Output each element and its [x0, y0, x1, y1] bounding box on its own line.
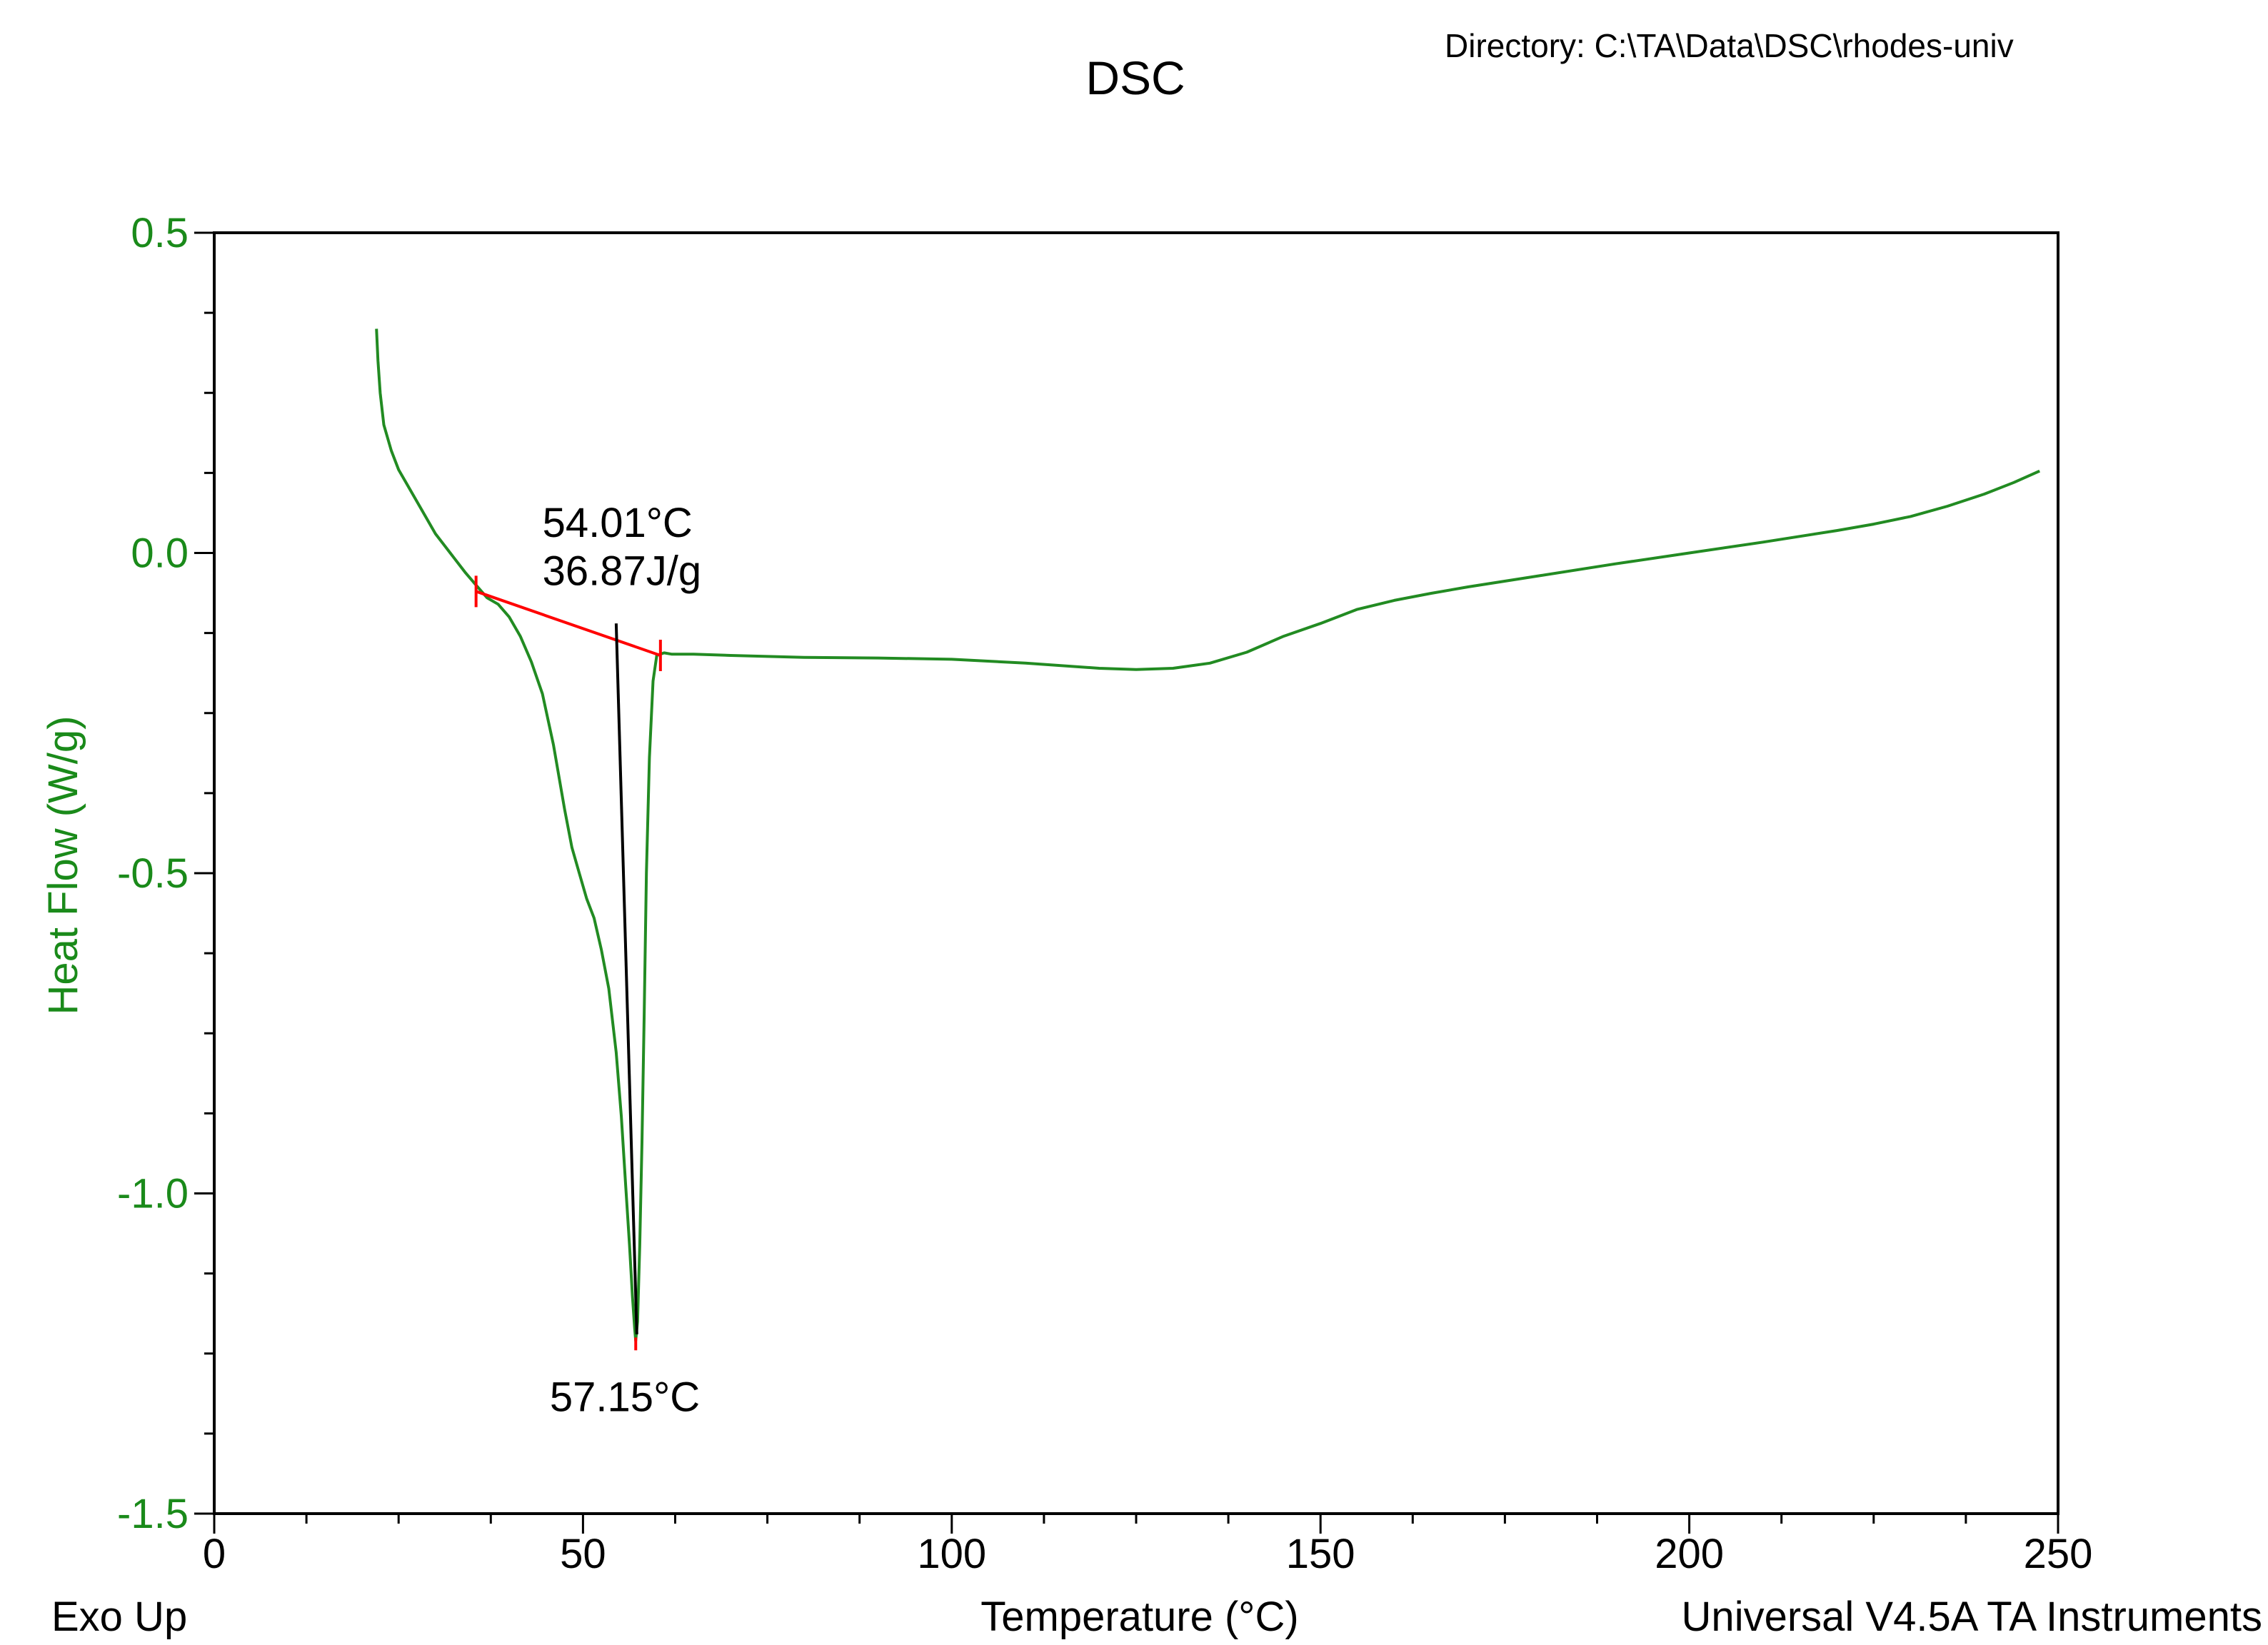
instrument-label: Universal V4.5A TA Instruments — [1682, 1594, 2262, 1640]
x-tick-label: 150 — [1286, 1531, 1355, 1577]
annotation-label: 54.01°C — [543, 500, 693, 546]
plot-frame — [213, 231, 2059, 1515]
axis-ticks — [194, 231, 2059, 1534]
integration-baseline — [475, 590, 661, 657]
axis-tick-labels: 0 50 100 150 200 250 0.5 0.0 -0.5 -1.0 -1.5 — [117, 210, 2092, 1577]
y-tick-label: 0.5 — [131, 210, 189, 256]
y-tick-label: -1.0 — [117, 1171, 189, 1217]
chart-marks — [375, 328, 2041, 1351]
chart-title: DSC — [1085, 51, 1185, 104]
x-tick-label: 100 — [917, 1531, 986, 1577]
y-tick-label: -0.5 — [117, 850, 189, 897]
x-tick-label: 50 — [560, 1531, 606, 1577]
x-tick-label: 0 — [203, 1531, 226, 1577]
annotation-label: 57.15°C — [550, 1374, 700, 1420]
chart-annotations: 54.01°C36.87J/g 57.15°C — [543, 500, 702, 1420]
y-axis-label: Heat Flow (W/g) — [40, 716, 86, 1015]
y-tick-label: 0.0 — [131, 530, 189, 577]
directory-label: Directory: C:\TA\Data\DSC\rhodes-univ — [1445, 27, 2014, 64]
exo-up-label: Exo Up — [51, 1594, 187, 1640]
x-tick-label: 200 — [1655, 1531, 1724, 1577]
annotation-label: 36.87J/g — [543, 548, 702, 594]
onset-tangent-line — [614, 623, 638, 1334]
x-tick-label: 250 — [2024, 1531, 2093, 1577]
y-tick-label: -1.5 — [117, 1491, 189, 1537]
x-axis-label: Temperature (°C) — [980, 1594, 1298, 1640]
